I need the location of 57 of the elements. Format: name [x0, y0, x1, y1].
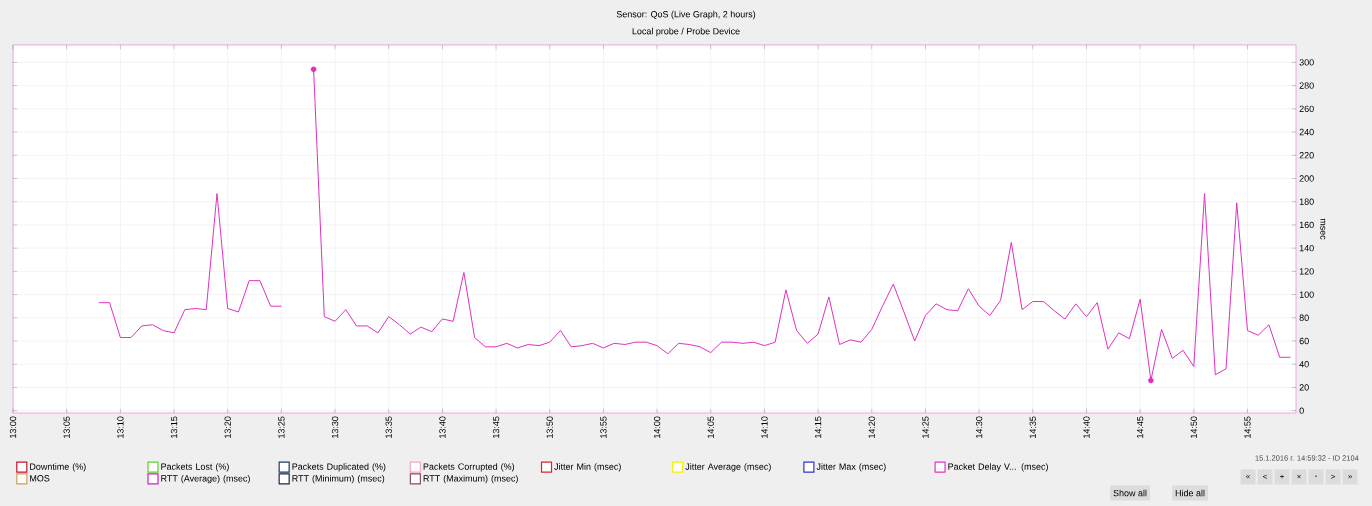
y-tick-label: 80: [1299, 314, 1309, 321]
y-tick-label: 120: [1299, 268, 1314, 275]
x-tick-label: 13:50: [546, 416, 553, 438]
y-tick-label: 20: [1299, 384, 1309, 391]
x-tick-label: 14:50: [1190, 416, 1197, 438]
y-tick-label: 200: [1299, 175, 1314, 182]
x-tick-label: 14:45: [1137, 416, 1144, 438]
x-tick-label: 13:05: [63, 416, 70, 438]
text: Hide all: [1175, 489, 1205, 497]
x-tick-label: 13:35: [385, 416, 392, 438]
x-tick-label: 14:30: [975, 416, 983, 438]
y-tick-label: 100: [1299, 291, 1314, 298]
y-tick-label: 260: [1299, 105, 1314, 113]
chart-title: Sensor: QoS (Live Graph, 2 hours): [616, 10, 756, 20]
y-axis-title: msec: [1320, 218, 1326, 240]
y-tick-label: 60: [1299, 337, 1309, 345]
y-tick-label: 280: [1299, 82, 1314, 89]
x-tick-label: 14:00: [653, 416, 661, 438]
y-tick-label: 40: [1299, 361, 1309, 368]
x-tick-label: 13:30: [331, 416, 339, 438]
x-tick-label: 14:35: [1029, 416, 1036, 438]
x-tick-label: 13:15: [170, 416, 178, 438]
y-tick-label: 0: [1299, 407, 1304, 414]
legend-label: Packets Corrupted (%): [423, 463, 515, 472]
legend-label: Jitter Max (msec): [816, 463, 886, 472]
x-tick-label: 13:10: [117, 416, 124, 438]
x-tick-label: 13:55: [600, 416, 607, 438]
x-tick-label: 14:15: [814, 416, 822, 438]
legend-label: Jitter Average (msec): [685, 463, 771, 472]
chart-subtitle: Local probe / Probe Device: [632, 27, 740, 37]
x-tick-label: 13:40: [439, 416, 446, 438]
legend-label: Jitter Min (msec): [554, 463, 621, 472]
legend-label: RTT (Minimum) (msec): [292, 474, 385, 484]
x-tick-label: 14:05: [707, 416, 714, 438]
legend-label: Packets Lost (%): [161, 463, 229, 472]
y-tick-label: 240: [1299, 128, 1314, 136]
x-tick-label: 13:25: [278, 416, 285, 438]
legend-label: RTT (Average) (msec): [161, 474, 250, 484]
y-tick-label: 180: [1299, 198, 1314, 205]
legend-label: Packet Delay V... (msec): [948, 463, 1048, 472]
x-tick-label: 13:00: [9, 416, 17, 438]
legend-label: Downtime (%): [30, 463, 86, 472]
x-tick-label: 14:25: [922, 416, 929, 438]
x-tick-label: 13:45: [492, 416, 500, 438]
legend-label: MOS: [30, 475, 50, 482]
text: Show all: [1113, 489, 1147, 497]
legend-label: Packets Duplicated (%): [292, 463, 386, 472]
x-tick-label: 14:20: [868, 416, 875, 438]
x-tick-label: 14:40: [1083, 416, 1090, 438]
y-tick-label: 220: [1299, 152, 1314, 159]
y-tick-label: 160: [1299, 221, 1314, 229]
x-tick-label: 14:10: [761, 416, 768, 438]
x-tick-label: 14:55: [1244, 416, 1251, 438]
x-tick-label: 13:20: [224, 416, 231, 438]
y-tick-label: 300: [1299, 59, 1314, 66]
legend-label: RTT (Maximum) (msec): [423, 474, 518, 484]
y-tick-label: 140: [1299, 244, 1314, 252]
